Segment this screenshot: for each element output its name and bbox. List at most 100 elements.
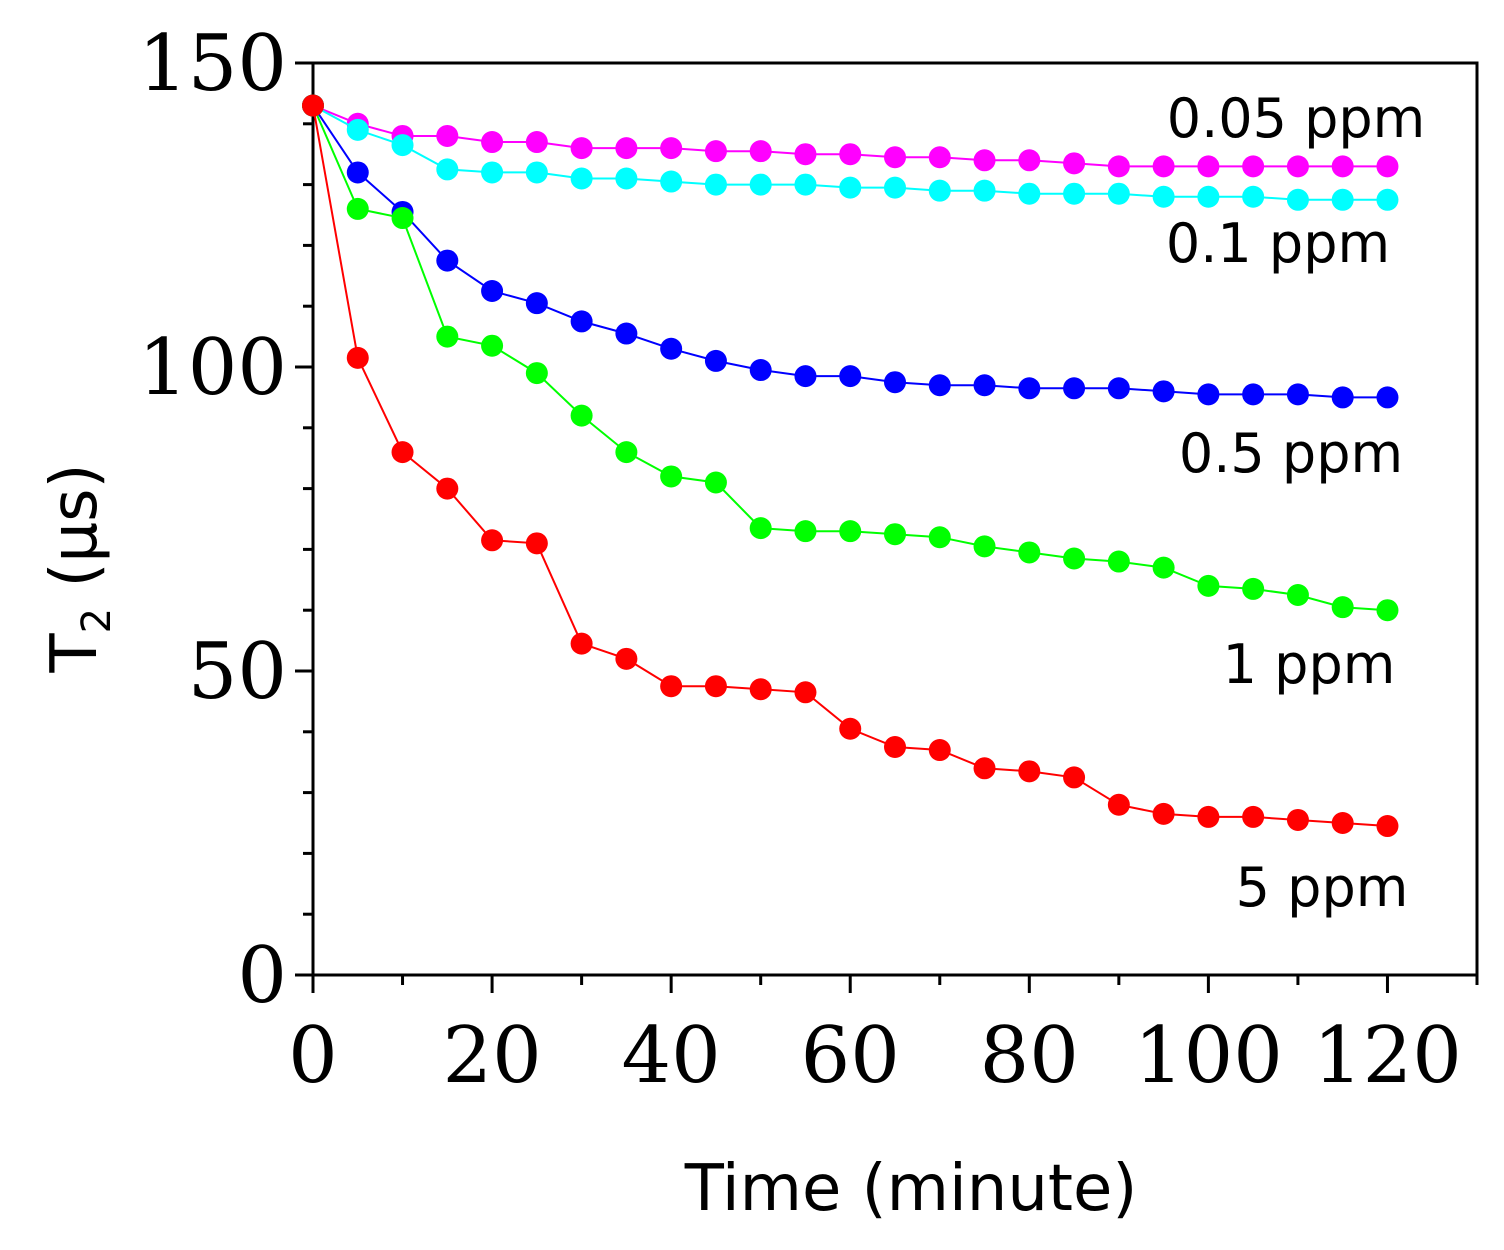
data-point — [884, 736, 906, 758]
x-axis-title: Time (minute) — [684, 1152, 1138, 1226]
data-point — [481, 280, 504, 302]
y-tick-label: 100 — [138, 323, 287, 413]
data-point — [660, 137, 683, 160]
series-1-ppm — [302, 94, 1399, 622]
series-label: 1 ppm — [1223, 633, 1396, 696]
data-point — [1063, 152, 1086, 175]
data-point — [884, 176, 906, 199]
y-tick-label: 150 — [138, 19, 287, 109]
data-point — [481, 161, 504, 184]
data-point — [1107, 182, 1130, 205]
data-point — [436, 325, 459, 348]
data-point — [749, 517, 772, 540]
data-point — [615, 647, 638, 670]
data-point — [704, 471, 727, 494]
series-label: 0.05 ppm — [1167, 87, 1426, 150]
data-point — [660, 337, 683, 360]
data-point — [1107, 155, 1130, 178]
data-point — [1018, 377, 1041, 400]
data-point — [436, 124, 459, 147]
axes: 0 20 40 60 80 100 120 0 50 100 150 — [138, 19, 1479, 1101]
y-axis-title-subscript: 2 — [74, 608, 120, 633]
data-point — [1331, 188, 1354, 211]
data-point — [1286, 584, 1309, 606]
data-point — [615, 441, 638, 464]
data-point — [570, 167, 593, 190]
data-point — [1018, 760, 1041, 783]
x-tick-label: 100 — [1134, 1011, 1283, 1101]
y-tick-label: 50 — [188, 627, 287, 717]
x-tick-label: 80 — [980, 1011, 1079, 1101]
data-point — [1152, 155, 1175, 178]
data-point — [525, 131, 548, 154]
data-point — [1242, 383, 1265, 406]
data-point — [1107, 377, 1130, 400]
data-point — [794, 173, 817, 196]
data-point — [704, 675, 727, 698]
data-point — [973, 374, 996, 397]
series-0_5-ppm — [302, 94, 1399, 409]
series-5-ppm — [302, 94, 1399, 838]
data-point — [1107, 793, 1130, 816]
data-point — [928, 526, 951, 549]
data-point — [525, 532, 548, 555]
data-point — [1152, 185, 1175, 208]
data-point — [525, 292, 548, 315]
data-point — [481, 529, 504, 552]
data-point — [391, 207, 414, 230]
data-point — [570, 310, 593, 333]
data-point — [794, 143, 817, 166]
data-point — [884, 371, 906, 394]
data-point — [973, 535, 996, 558]
data-point — [1197, 574, 1220, 597]
y-tick-label: 0 — [237, 931, 287, 1021]
data-point — [1331, 812, 1354, 834]
data-point — [749, 173, 772, 196]
data-point — [928, 374, 951, 397]
data-point — [973, 757, 996, 780]
series-label: 5 ppm — [1236, 856, 1409, 919]
data-point — [615, 137, 638, 160]
data-point — [615, 322, 638, 345]
data-point — [1331, 155, 1354, 178]
data-point — [481, 334, 504, 357]
data-point — [704, 173, 727, 196]
data-point — [391, 134, 414, 157]
data-point — [1376, 188, 1399, 211]
x-tick-label: 60 — [801, 1011, 900, 1101]
data-point — [928, 179, 951, 202]
data-point — [1242, 185, 1265, 208]
data-point — [1197, 805, 1220, 828]
data-point — [346, 346, 369, 369]
data-point — [525, 161, 548, 184]
y-axis-title-main: T — [38, 632, 112, 673]
data-point — [973, 179, 996, 202]
data-point — [1376, 815, 1399, 838]
data-point — [1063, 547, 1086, 570]
data-point — [1197, 185, 1220, 208]
data-point — [1018, 149, 1041, 172]
series-label: 0.1 ppm — [1166, 212, 1390, 275]
data-point — [615, 167, 638, 190]
series-0_1-ppm — [302, 94, 1399, 211]
data-point — [704, 140, 727, 163]
data-point — [839, 717, 862, 740]
data-point — [1197, 383, 1220, 406]
data-point — [1242, 805, 1265, 828]
data-point — [1018, 541, 1041, 564]
data-point — [839, 520, 862, 543]
data-point — [749, 359, 772, 382]
x-tick-label: 20 — [442, 1011, 541, 1101]
data-point — [346, 197, 369, 220]
series-labels: 0.05 ppm 0.1 ppm 0.5 ppm 1 ppm 5 ppm — [1166, 87, 1425, 919]
data-point — [1331, 386, 1354, 409]
data-point — [1107, 550, 1130, 573]
data-point — [884, 146, 906, 169]
data-point — [346, 118, 369, 141]
data-point — [704, 349, 727, 372]
data-point — [973, 149, 996, 172]
data-point — [570, 632, 593, 655]
data-point — [839, 176, 862, 199]
data-point — [794, 365, 817, 388]
data-point — [481, 131, 504, 154]
